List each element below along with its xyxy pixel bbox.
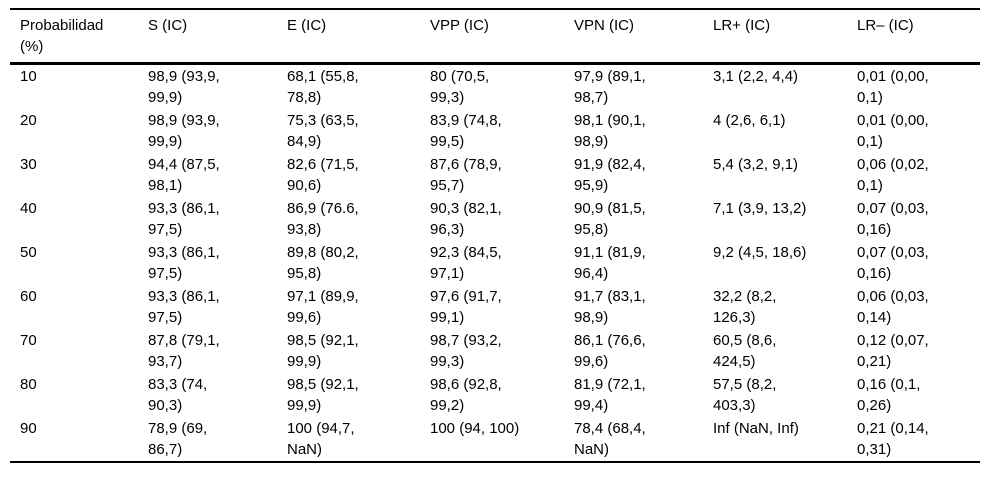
value-cell: 5,4 (3,2, 9,1) [713, 156, 799, 173]
probability-cell: 20 [20, 112, 37, 129]
value-cell: 57,5 (8,2, 403,3) [713, 376, 777, 414]
probability-cell: 60 [20, 288, 37, 305]
value-cell: 90,3 (82,1, 96,3) [430, 200, 502, 238]
probability-cell: 70 [20, 332, 37, 349]
value-cell: 98,7 (93,2, 99,3) [430, 332, 502, 370]
value-cell: 93,3 (86,1, 97,5) [148, 200, 220, 238]
table-row: 60 93,3 (86,1, 97,5) 97,1 (89,9, 99,6) 97,6… [10, 285, 980, 329]
value-cell: 92,3 (84,5, 97,1) [430, 244, 502, 282]
value-cell: 98,5 (92,1, 99,9) [287, 332, 359, 370]
paper-table-page: Probabilidad (%) S (IC) E (IC) VPP (IC) … [0, 8, 992, 487]
value-cell: 86,9 (76.6, 93,8) [287, 200, 359, 238]
value-cell: 98,1 (90,1, 98,9) [574, 112, 646, 150]
probability-cell: 40 [20, 200, 37, 217]
value-cell: 82,6 (71,5, 90,6) [287, 156, 359, 194]
table-row: 90 78,9 (69, 86,7) 100 (94,7, NaN) 100 (94,… [10, 417, 980, 462]
value-cell: 93,3 (86,1, 97,5) [148, 244, 220, 282]
value-cell: 86,1 (76,6, 99,6) [574, 332, 646, 370]
value-cell: 90,9 (81,5, 95,8) [574, 200, 646, 238]
value-cell: 87,6 (78,9, 95,7) [430, 156, 502, 194]
value-cell: 87,8 (79,1, 93,7) [148, 332, 220, 370]
value-cell: 81,9 (72,1, 99,4) [574, 376, 646, 414]
value-cell: 89,8 (80,2, 95,8) [287, 244, 359, 282]
value-cell: 97,6 (91,7, 99,1) [430, 288, 502, 326]
value-cell: 91,1 (81,9, 96,4) [574, 244, 646, 282]
value-cell: 32,2 (8,2, 126,3) [713, 288, 777, 326]
value-cell: 97,9 (89,1, 98,7) [574, 68, 646, 106]
value-cell: 0,01 (0,00, 0,1) [857, 68, 929, 106]
value-cell: 78,9 (69, 86,7) [148, 420, 208, 458]
col-header-vpp-ic: VPP (IC) [430, 9, 574, 65]
value-cell: 0,06 (0,03, 0,14) [857, 288, 929, 326]
value-cell: 0,07 (0,03, 0,16) [857, 244, 929, 282]
value-cell: 94,4 (87,5, 98,1) [148, 156, 220, 194]
value-cell: 0,01 (0,00, 0,1) [857, 112, 929, 150]
table-row: 20 98,9 (93,9, 99,9) 75,3 (63,5, 84,9) 83,9… [10, 109, 980, 153]
value-cell: 0,12 (0,07, 0,21) [857, 332, 929, 370]
value-cell: 83,9 (74,8, 99,5) [430, 112, 502, 150]
table-row: 30 94,4 (87,5, 98,1) 82,6 (71,5, 90,6) 87,6… [10, 153, 980, 197]
probability-cell: 50 [20, 244, 37, 261]
table-header: Probabilidad (%) S (IC) E (IC) VPP (IC) … [10, 9, 980, 65]
value-cell: 97,1 (89,9, 99,6) [287, 288, 359, 326]
value-cell: 0,21 (0,14, 0,31) [857, 420, 929, 458]
value-cell: 98,9 (93,9, 99,9) [148, 68, 220, 106]
table-row: 50 93,3 (86,1, 97,5) 89,8 (80,2, 95,8) 92,3… [10, 241, 980, 285]
value-cell: 98,5 (92,1, 99,9) [287, 376, 359, 414]
value-cell: 100 (94, 100) [430, 420, 520, 437]
value-cell: Inf (NaN, Inf) [713, 420, 799, 437]
col-header-probabilidad: Probabilidad (%) [10, 9, 148, 65]
value-cell: 98,6 (92,8, 99,2) [430, 376, 502, 414]
probability-cell: 80 [20, 376, 37, 393]
col-header-lr-plus-ic: LR+ (IC) [713, 9, 857, 65]
probability-cell: 30 [20, 156, 37, 173]
value-cell: 68,1 (55,8, 78,8) [287, 68, 359, 106]
table-row: 40 93,3 (86,1, 97,5) 86,9 (76.6, 93,8) 90,3… [10, 197, 980, 241]
table-row: 70 87,8 (79,1, 93,7) 98,5 (92,1, 99,9) 98,7… [10, 329, 980, 373]
col-header-e-ic: E (IC) [287, 9, 430, 65]
probability-cell: 10 [20, 68, 37, 85]
value-cell: 80 (70,5, 99,3) [430, 68, 490, 106]
probability-cell: 90 [20, 420, 37, 437]
value-cell: 78,4 (68,4, NaN) [574, 420, 646, 458]
value-cell: 91,7 (83,1, 98,9) [574, 288, 646, 326]
table-row: 10 98,9 (93,9, 99,9) 68,1 (55,8, 78,8) 80 (… [10, 64, 980, 110]
value-cell: 93,3 (86,1, 97,5) [148, 288, 220, 326]
value-cell: 0,06 (0,02, 0,1) [857, 156, 929, 194]
value-cell: 60,5 (8,6, 424,5) [713, 332, 777, 370]
value-cell: 100 (94,7, NaN) [287, 420, 355, 458]
value-cell: 91,9 (82,4, 95,9) [574, 156, 646, 194]
value-cell: 98,9 (93,9, 99,9) [148, 112, 220, 150]
value-cell: 3,1 (2,2, 4,4) [713, 68, 799, 85]
value-cell: 4 (2,6, 6,1) [713, 112, 786, 129]
value-cell: 7,1 (3,9, 13,2) [713, 200, 807, 217]
table-body: 10 98,9 (93,9, 99,9) 68,1 (55,8, 78,8) 80 (… [10, 64, 980, 463]
value-cell: 75,3 (63,5, 84,9) [287, 112, 359, 150]
value-cell: 83,3 (74, 90,3) [148, 376, 208, 414]
header-row: Probabilidad (%) S (IC) E (IC) VPP (IC) … [10, 9, 980, 65]
table-row: 80 83,3 (74, 90,3) 98,5 (92,1, 99,9) 98,6 (… [10, 373, 980, 417]
col-header-lr-minus-ic: LR– (IC) [857, 9, 980, 65]
value-cell: 9,2 (4,5, 18,6) [713, 244, 807, 261]
col-header-vpn-ic: VPN (IC) [574, 9, 713, 65]
value-cell: 0,16 (0,1, 0,26) [857, 376, 921, 414]
col-header-s-ic: S (IC) [148, 9, 287, 65]
value-cell: 0,07 (0,03, 0,16) [857, 200, 929, 238]
diagnostic-accuracy-table: Probabilidad (%) S (IC) E (IC) VPP (IC) … [10, 8, 980, 463]
